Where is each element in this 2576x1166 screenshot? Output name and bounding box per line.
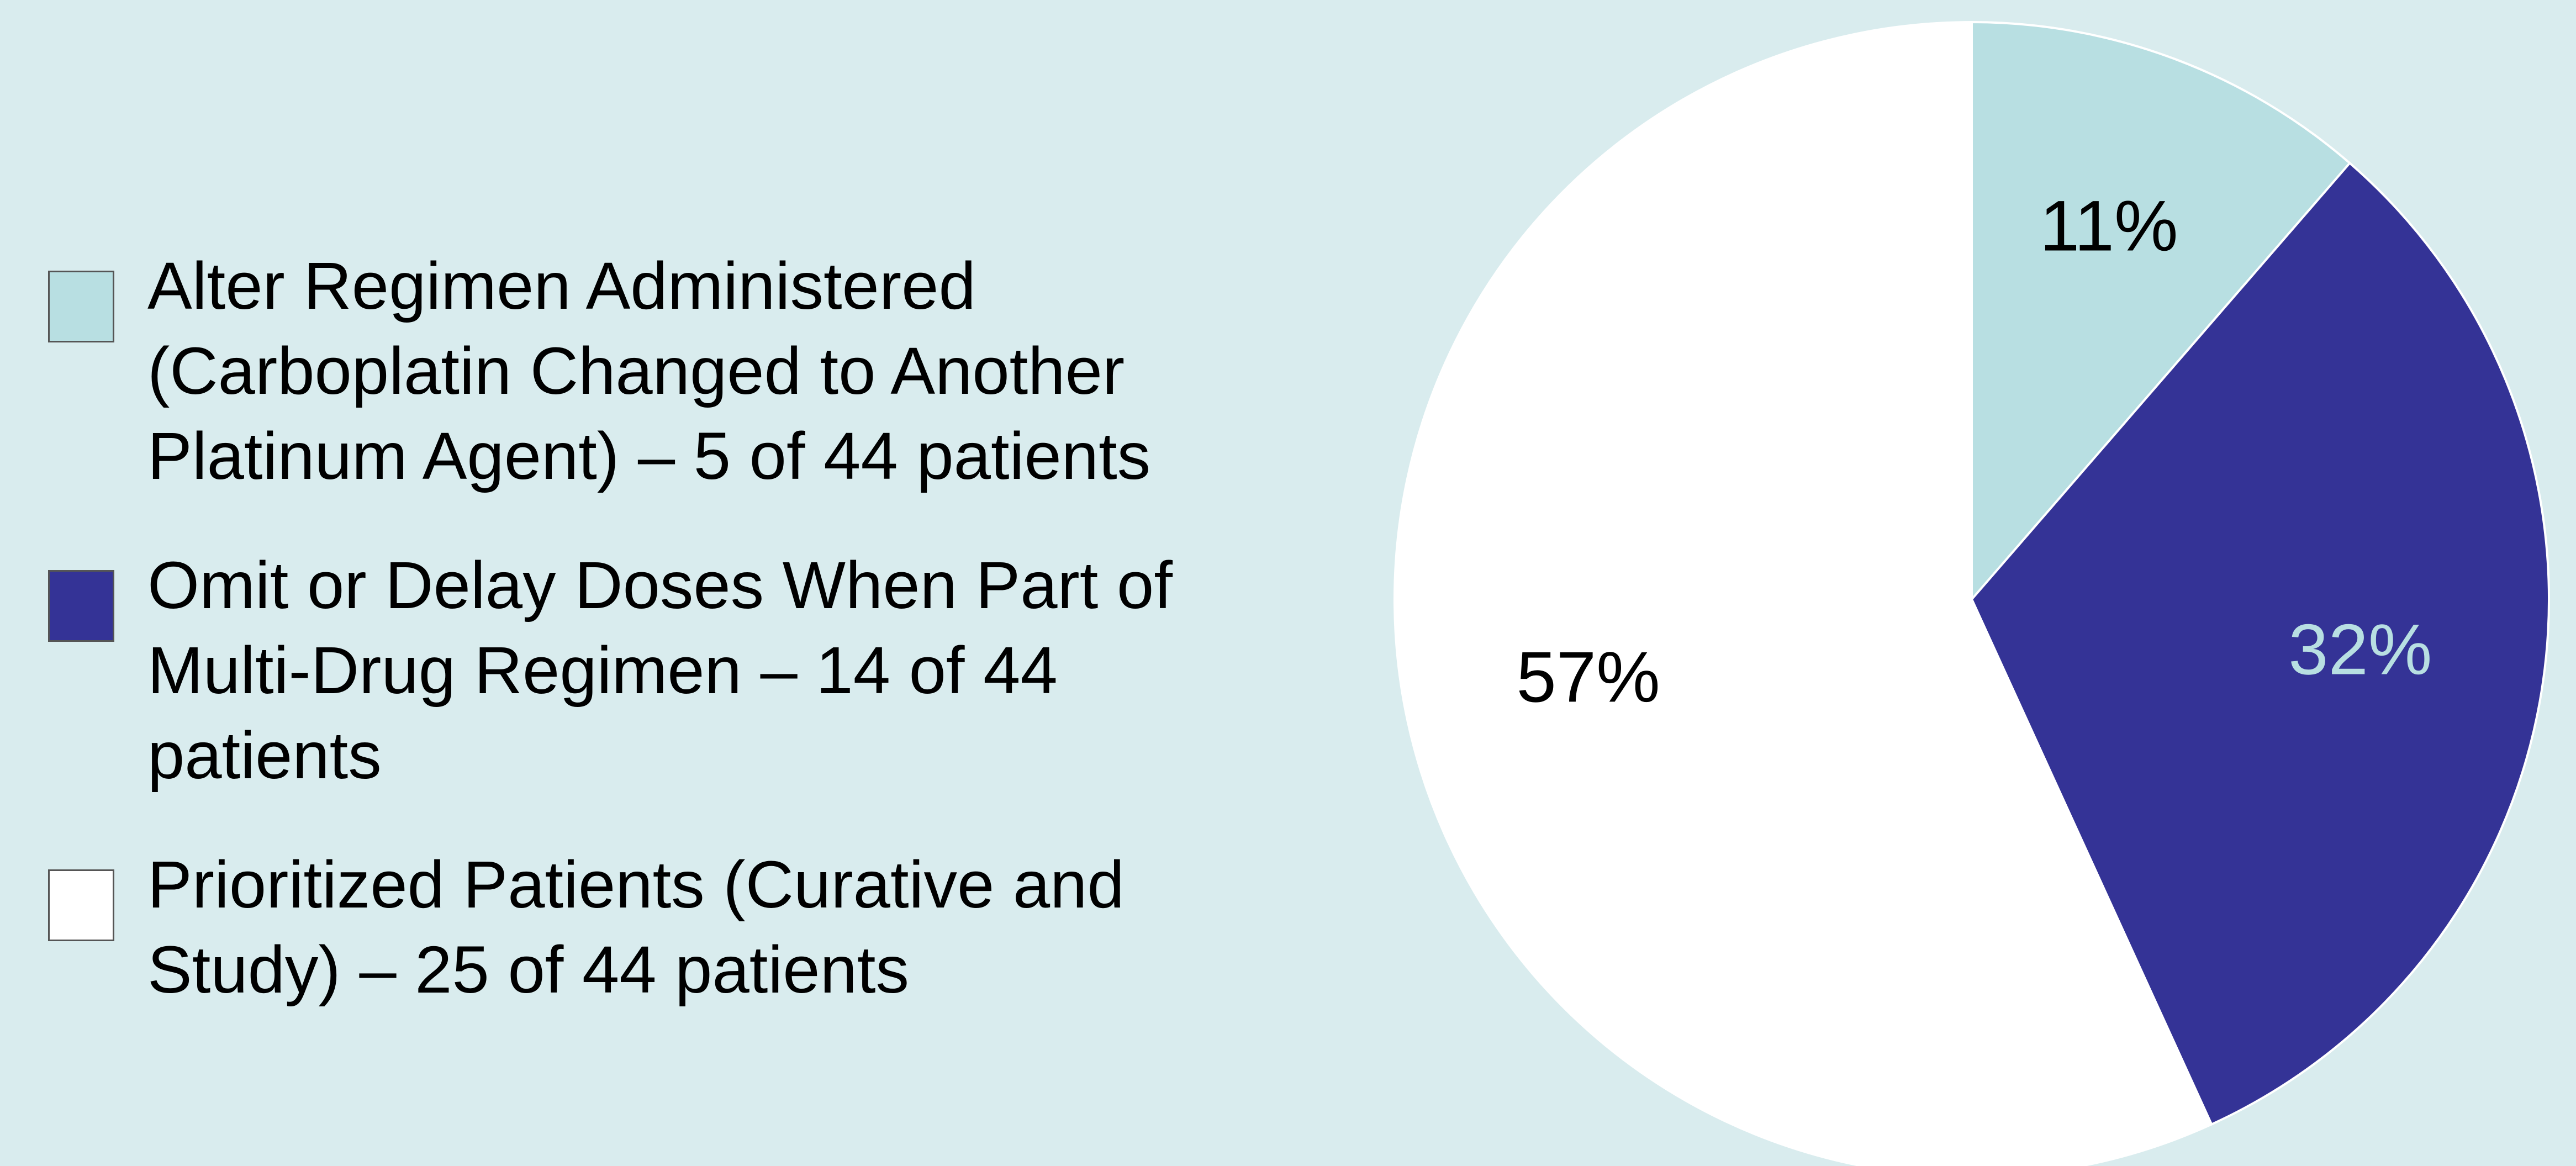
pie-slices — [1393, 20, 2550, 1166]
legend-item: Omit or Delay Doses When Part of Multi-D… — [48, 542, 1318, 798]
legend-item: Prioritized Patients (Curative and Study… — [48, 842, 1318, 1012]
pie-slice — [1970, 161, 2550, 1126]
pie-slice — [1971, 20, 2352, 603]
legend-label: Alter Regimen Administered (Carboplatin … — [147, 248, 1151, 493]
pie-data-label: 32% — [2288, 609, 2432, 689]
pie-slice — [1393, 20, 2213, 1166]
legend-label: Prioritized Patients (Curative and Study… — [147, 847, 1125, 1007]
legend-swatch — [48, 570, 114, 642]
legend: Alter Regimen Administered (Carboplatin … — [48, 243, 1318, 1056]
legend-item: Alter Regimen Administered (Carboplatin … — [48, 243, 1318, 498]
legend-label: Omit or Delay Doses When Part of Multi-D… — [147, 547, 1173, 793]
legend-swatch — [48, 271, 114, 342]
pie-data-label: 57% — [1517, 636, 1660, 717]
legend-swatch — [48, 869, 114, 941]
pie-labels: 11% 32% 57% — [1517, 186, 2432, 717]
pie-data-label: 11% — [2040, 186, 2178, 266]
